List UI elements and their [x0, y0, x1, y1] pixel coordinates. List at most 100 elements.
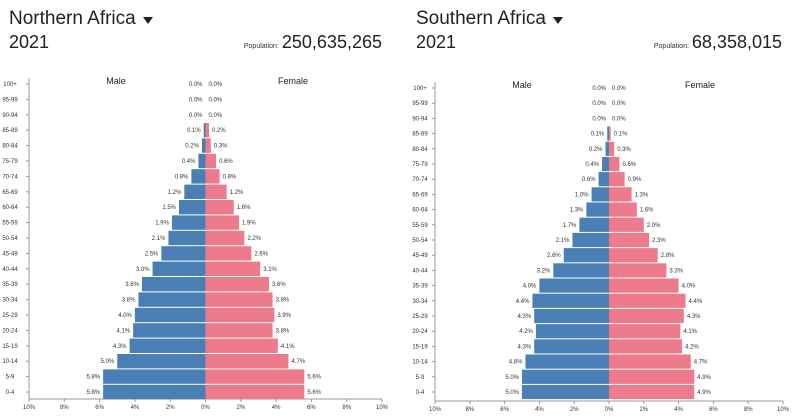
- male-bar: [133, 323, 206, 338]
- male-bar: [534, 308, 609, 324]
- female-bar: [205, 292, 273, 307]
- female-value-label: 0.0%: [209, 97, 223, 103]
- male-bar: [134, 307, 206, 323]
- male-value-label: 1.3%: [570, 208, 584, 214]
- x-tick-label: 4%: [272, 405, 281, 411]
- female-value-label: 1.6%: [237, 205, 251, 211]
- male-bar: [168, 230, 206, 246]
- female-bar: [609, 308, 684, 324]
- age-group-label: 15-19: [2, 344, 18, 350]
- male-value-label: 1.5%: [162, 205, 176, 211]
- population-pyramid-chart: 10% 8% 6% 4% 2% 0% 2% 4% 6% 8% 10% Male Female 100+ 0.…: [2, 76, 389, 411]
- male-value-label: 0.0%: [189, 97, 203, 103]
- female-bar: [609, 293, 686, 308]
- caret-down-icon[interactable]: [142, 17, 153, 24]
- population-readout: Population: 68,358,015: [654, 32, 782, 53]
- female-value-label: 0.3%: [617, 147, 631, 153]
- female-value-label: 0.2%: [212, 128, 226, 134]
- female-bar: [205, 354, 289, 369]
- male-value-label: 0.8%: [175, 174, 189, 180]
- female-bar: [205, 369, 305, 384]
- age-group-label: 75-79: [2, 159, 18, 165]
- female-bar: [609, 278, 679, 293]
- male-bar: [152, 261, 206, 276]
- region-selector[interactable]: Northern Africa: [9, 8, 153, 30]
- female-value-label: 3.8%: [276, 298, 290, 304]
- population-label: Population:: [653, 43, 689, 50]
- male-bar: [161, 246, 206, 261]
- age-group-label: 0-4: [6, 390, 15, 396]
- male-bar: [605, 141, 609, 156]
- male-bar: [129, 338, 206, 353]
- northern-africa-panel: Northern Africa 2021 Population: 250,635…: [2, 8, 389, 411]
- female-bar: [609, 324, 681, 339]
- x-tick-label: 10%: [429, 407, 442, 413]
- legend-male-label: Male: [512, 80, 532, 90]
- female-bar: [205, 307, 275, 323]
- male-bar: [591, 187, 609, 202]
- male-bar: [184, 184, 206, 199]
- x-tick-label: 2%: [236, 405, 245, 411]
- male-bar: [579, 217, 609, 232]
- female-value-label: 1.9%: [242, 221, 256, 227]
- female-value-label: 2.3%: [652, 238, 666, 244]
- male-bar: [138, 292, 206, 307]
- age-group-label: 85-89: [412, 132, 428, 138]
- age-group-label: 60-64: [412, 208, 428, 214]
- age-group-label: 95-99: [412, 101, 428, 107]
- x-tick-label: 10%: [376, 405, 389, 411]
- male-bar: [522, 384, 609, 400]
- female-bar: [609, 172, 625, 187]
- female-bar: [205, 323, 273, 338]
- female-bar: [205, 200, 234, 215]
- x-tick-label: 6%: [709, 407, 718, 413]
- male-bar: [602, 156, 609, 172]
- age-group-label: 75-79: [412, 162, 428, 168]
- male-bar: [598, 172, 609, 187]
- x-tick-label: 2%: [639, 407, 648, 413]
- age-group-label: 10-14: [412, 360, 428, 366]
- female-value-label: 2.8%: [661, 253, 675, 259]
- age-group-label: 95-99: [2, 97, 18, 103]
- region-name: Northern Africa: [9, 8, 136, 29]
- female-value-label: 0.3%: [214, 144, 228, 150]
- legend-female-label: Female: [685, 80, 715, 90]
- male-value-label: 1.7%: [563, 223, 577, 229]
- year-label: 2021: [9, 32, 50, 52]
- male-value-label: 1.9%: [155, 221, 169, 227]
- year-label: 2021: [416, 32, 457, 52]
- female-value-label: 0.0%: [612, 116, 626, 122]
- female-value-label: 4.0%: [682, 284, 696, 290]
- male-value-label: 0.0%: [189, 82, 203, 88]
- region-selector[interactable]: Southern Africa: [416, 8, 563, 30]
- female-value-label: 4.7%: [694, 360, 708, 366]
- male-value-label: 5.0%: [505, 375, 519, 381]
- x-tick-label: 8%: [342, 405, 351, 411]
- male-value-label: 4.0%: [523, 284, 537, 290]
- x-tick-label: 0%: [201, 405, 210, 411]
- male-value-label: 4.3%: [113, 344, 127, 350]
- female-value-label: 5.6%: [307, 375, 321, 381]
- female-value-label: 2.2%: [247, 236, 261, 242]
- male-value-label: 0.2%: [589, 147, 603, 153]
- female-bar: [205, 338, 278, 353]
- male-value-label: 1.0%: [575, 192, 589, 198]
- male-value-label: 3.2%: [537, 268, 551, 274]
- female-value-label: 4.9%: [697, 390, 711, 396]
- age-group-label: 45-49: [2, 251, 18, 257]
- male-bar: [572, 232, 609, 248]
- female-value-label: 4.3%: [687, 314, 701, 320]
- male-value-label: 3.0%: [136, 267, 150, 273]
- age-group-label: 40-44: [412, 268, 428, 274]
- female-value-label: 3.1%: [263, 267, 277, 273]
- age-group-label: 70-74: [2, 174, 18, 180]
- female-value-label: 4.1%: [683, 329, 697, 335]
- female-value-label: 3.8%: [276, 328, 290, 334]
- x-tick-label: 8%: [60, 405, 69, 411]
- caret-down-icon[interactable]: [552, 17, 563, 24]
- female-value-label: 0.0%: [209, 113, 223, 119]
- male-value-label: 1.2%: [168, 190, 182, 196]
- male-value-label: 5.8%: [86, 390, 100, 396]
- female-bar: [609, 202, 637, 217]
- female-value-label: 4.9%: [697, 375, 711, 381]
